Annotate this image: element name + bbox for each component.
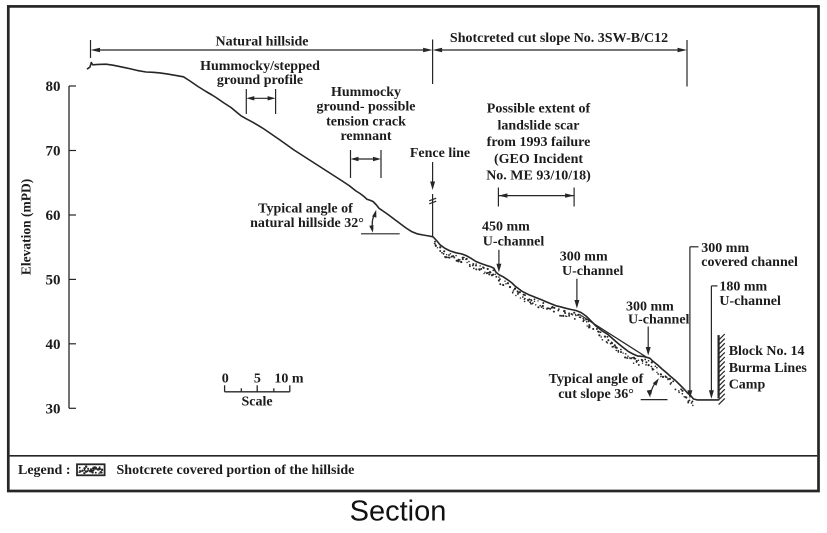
svg-text:60: 60: [46, 208, 61, 224]
svg-text:ground- possible: ground- possible: [317, 100, 416, 115]
svg-text:30: 30: [46, 401, 61, 417]
svg-text:Natural hillside: Natural hillside: [216, 35, 309, 50]
svg-text:50: 50: [46, 272, 61, 288]
svg-text:450 mm: 450 mm: [482, 219, 530, 234]
svg-text:300 mm: 300 mm: [560, 249, 608, 264]
svg-text:landslide scar: landslide scar: [497, 118, 579, 133]
svg-text:U-channel: U-channel: [719, 294, 781, 309]
svg-text:U-channel: U-channel: [628, 313, 690, 328]
svg-text:cut slope 36°: cut slope 36°: [558, 387, 634, 402]
svg-text:U-channel: U-channel: [562, 264, 624, 279]
svg-text:Typical angle of: Typical angle of: [549, 372, 644, 387]
svg-text:0: 0: [222, 371, 229, 386]
svg-text:Block No. 14: Block No. 14: [729, 344, 805, 359]
svg-text:ground profile: ground profile: [217, 73, 303, 88]
svg-text:Fence line: Fence line: [410, 146, 470, 161]
svg-text:Scale: Scale: [241, 394, 272, 409]
svg-text:Shotcrete covered portion of t: Shotcrete covered portion of the hillsid…: [117, 463, 355, 478]
svg-text:40: 40: [46, 337, 61, 353]
svg-text:Possible extent of: Possible extent of: [487, 102, 591, 117]
svg-text:covered channel: covered channel: [701, 255, 798, 270]
svg-text:Shotcreted cut slope No. 3SW-B: Shotcreted cut slope No. 3SW-B/C12: [450, 31, 668, 46]
svg-text:Burma Lines: Burma Lines: [729, 361, 808, 376]
svg-text:Section: Section: [350, 496, 447, 528]
svg-text:Camp: Camp: [729, 378, 766, 393]
svg-text:U-channel: U-channel: [483, 234, 545, 249]
svg-text:80: 80: [46, 79, 61, 95]
svg-text:300 mm: 300 mm: [701, 241, 749, 256]
svg-text:Legend :: Legend :: [18, 463, 71, 478]
svg-text:tension crack: tension crack: [326, 115, 406, 130]
svg-text:(GEO Incident: (GEO Incident: [494, 152, 583, 167]
svg-text:natural hillside 32°: natural hillside 32°: [250, 216, 364, 231]
svg-text:No. ME 93/10/18): No. ME 93/10/18): [486, 169, 591, 184]
svg-text:180 mm: 180 mm: [719, 280, 767, 295]
svg-text:70: 70: [46, 144, 61, 160]
svg-text:Elevation (mPD): Elevation (mPD): [19, 179, 34, 275]
svg-text:from 1993 failure: from 1993 failure: [487, 135, 591, 150]
svg-text:10 m: 10 m: [274, 371, 304, 386]
svg-text:Hummocky/stepped: Hummocky/stepped: [200, 59, 320, 74]
svg-text:Hummocky: Hummocky: [331, 85, 401, 100]
svg-text:5: 5: [254, 371, 261, 386]
svg-text:300 mm: 300 mm: [626, 299, 674, 314]
svg-text:Typical angle of: Typical angle of: [258, 201, 353, 216]
svg-text:remnant: remnant: [340, 129, 391, 144]
